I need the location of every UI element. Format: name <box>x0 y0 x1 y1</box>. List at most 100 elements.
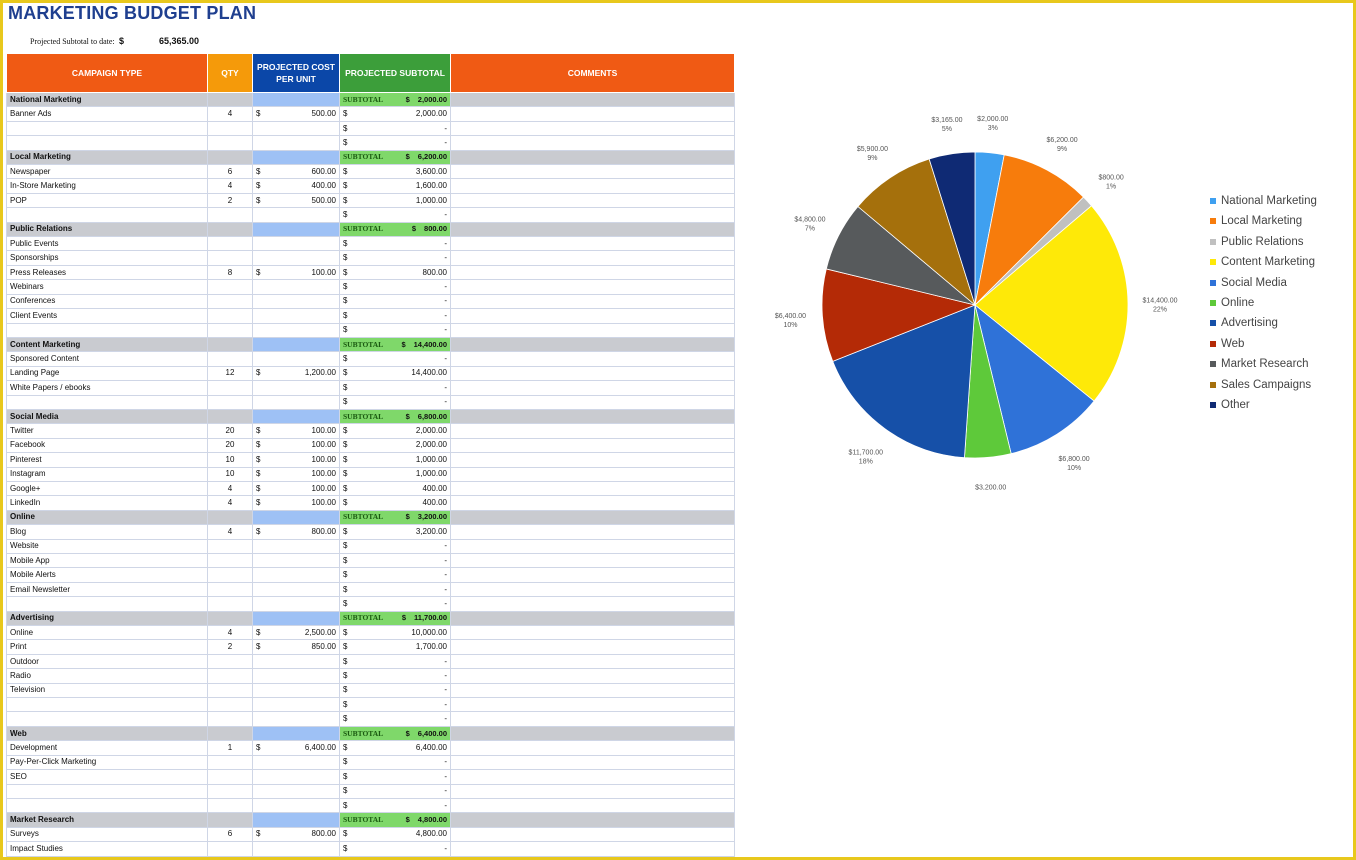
comment-cell[interactable] <box>450 567 735 583</box>
comment-cell[interactable] <box>450 625 735 641</box>
item-cell[interactable]: Website <box>6 538 208 555</box>
qty-cell[interactable] <box>207 711 253 727</box>
total-cell[interactable]: $ - <box>339 697 451 713</box>
cost-cell[interactable]: $500.00 <box>252 106 340 122</box>
comment-cell[interactable] <box>450 552 735 569</box>
cost-cell[interactable] <box>252 394 340 410</box>
item-cell[interactable] <box>6 711 208 727</box>
comment-cell[interactable] <box>450 192 735 209</box>
qty-cell[interactable] <box>207 769 253 785</box>
qty-cell[interactable]: 10 <box>207 466 253 482</box>
qty-cell[interactable]: 2 <box>207 639 253 655</box>
item-cell[interactable]: Banner Ads <box>6 106 208 122</box>
item-cell[interactable]: Development <box>6 740 208 756</box>
qty-cell[interactable] <box>207 668 253 684</box>
category-comment-cell[interactable] <box>450 408 735 425</box>
category-cost-cell[interactable] <box>252 509 340 526</box>
comment-cell[interactable] <box>450 639 735 655</box>
item-cell[interactable]: Mobile App <box>6 552 208 569</box>
total-cell[interactable]: $800.00 <box>339 264 451 281</box>
cost-cell[interactable]: $100.00 <box>252 437 340 454</box>
total-cell[interactable]: $6,400.00 <box>339 740 451 756</box>
comment-cell[interactable] <box>450 236 735 252</box>
item-cell[interactable]: Twitter <box>6 423 208 439</box>
cost-cell[interactable] <box>252 797 340 814</box>
cost-cell[interactable]: $500.00 <box>252 192 340 209</box>
total-cell[interactable]: $ - <box>339 581 451 598</box>
comment-cell[interactable] <box>450 351 735 367</box>
qty-cell[interactable]: 20 <box>207 437 253 454</box>
item-cell[interactable]: Pay-Per-Click Marketing <box>6 754 208 771</box>
category-qty-cell[interactable] <box>207 336 253 353</box>
cost-cell[interactable]: $800.00 <box>252 524 340 540</box>
comment-cell[interactable] <box>450 308 735 324</box>
header-cost-per-unit[interactable]: PROJECTED COST PER UNIT <box>252 53 340 93</box>
item-cell[interactable] <box>6 135 208 151</box>
item-cell[interactable]: White Papers / ebooks <box>6 380 208 396</box>
category-subtotal-cell[interactable]: SUBTOTAL 14,400.00 $ <box>339 336 451 353</box>
qty-cell[interactable] <box>207 394 253 410</box>
comment-cell[interactable] <box>450 293 735 310</box>
qty-cell[interactable] <box>207 293 253 310</box>
total-cell[interactable]: $ - <box>339 797 451 814</box>
item-cell[interactable] <box>6 797 208 814</box>
item-cell[interactable]: In-Store Marketing <box>6 178 208 194</box>
total-cell[interactable]: $10,000.00 <box>339 625 451 641</box>
qty-cell[interactable]: 4 <box>207 625 253 641</box>
pie-slice-social-media[interactable] <box>974 303 1095 455</box>
category-subtotal-cell[interactable]: SUBTOTAL 6,200.00 $ <box>339 149 451 166</box>
comment-cell[interactable] <box>450 524 735 540</box>
qty-cell[interactable]: 4 <box>207 495 253 511</box>
total-cell[interactable]: $ - <box>339 351 451 367</box>
qty-cell[interactable] <box>207 135 253 151</box>
total-cell[interactable]: $2,000.00 <box>339 437 451 454</box>
legend-item[interactable]: Other <box>1210 397 1317 417</box>
item-cell[interactable]: Instagram <box>6 466 208 482</box>
cost-cell[interactable] <box>252 668 340 684</box>
legend-item[interactable]: Local Marketing <box>1210 213 1317 233</box>
comment-cell[interactable] <box>450 581 735 598</box>
category-qty-cell[interactable] <box>207 91 253 108</box>
legend-item[interactable]: Advertising <box>1210 315 1317 335</box>
total-cell[interactable]: $ - <box>339 207 451 223</box>
qty-cell[interactable] <box>207 538 253 555</box>
category-name[interactable]: Market Research <box>6 812 208 828</box>
total-cell[interactable]: $3,200.00 <box>339 524 451 540</box>
legend-item[interactable]: Market Research <box>1210 356 1317 376</box>
category-name[interactable]: Local Marketing <box>6 149 208 166</box>
qty-cell[interactable] <box>207 797 253 814</box>
comment-cell[interactable] <box>450 682 735 699</box>
cost-cell[interactable] <box>252 711 340 727</box>
legend-item[interactable]: Web <box>1210 336 1317 356</box>
comment-cell[interactable] <box>450 668 735 684</box>
qty-cell[interactable]: 2 <box>207 192 253 209</box>
total-cell[interactable]: $1,600.00 <box>339 178 451 194</box>
total-cell[interactable]: $ - <box>339 668 451 684</box>
item-cell[interactable]: Landing Page <box>6 365 208 382</box>
category-comment-cell[interactable] <box>450 610 735 627</box>
item-cell[interactable]: Radio <box>6 668 208 684</box>
qty-cell[interactable] <box>207 250 253 266</box>
item-cell[interactable]: Mobile Alerts <box>6 567 208 583</box>
qty-cell[interactable]: 6 <box>207 826 253 843</box>
pie-slice-web[interactable] <box>821 268 977 362</box>
total-cell[interactable]: $ - <box>339 380 451 396</box>
cost-cell[interactable]: $100.00 <box>252 495 340 511</box>
category-qty-cell[interactable] <box>207 408 253 425</box>
qty-cell[interactable] <box>207 380 253 396</box>
category-cost-cell[interactable] <box>252 149 340 166</box>
comment-cell[interactable] <box>450 754 735 771</box>
total-cell[interactable]: $1,000.00 <box>339 192 451 209</box>
cost-cell[interactable] <box>252 697 340 713</box>
qty-cell[interactable] <box>207 279 253 295</box>
comment-cell[interactable] <box>450 480 735 497</box>
total-cell[interactable]: $ - <box>339 754 451 771</box>
qty-cell[interactable] <box>207 207 253 223</box>
comment-cell[interactable] <box>450 697 735 713</box>
comment-cell[interactable] <box>450 423 735 439</box>
total-cell[interactable]: $4,800.00 <box>339 826 451 843</box>
qty-cell[interactable]: 12 <box>207 365 253 382</box>
comment-cell[interactable] <box>450 452 735 468</box>
total-cell[interactable]: $ - <box>339 783 451 799</box>
qty-cell[interactable] <box>207 682 253 699</box>
